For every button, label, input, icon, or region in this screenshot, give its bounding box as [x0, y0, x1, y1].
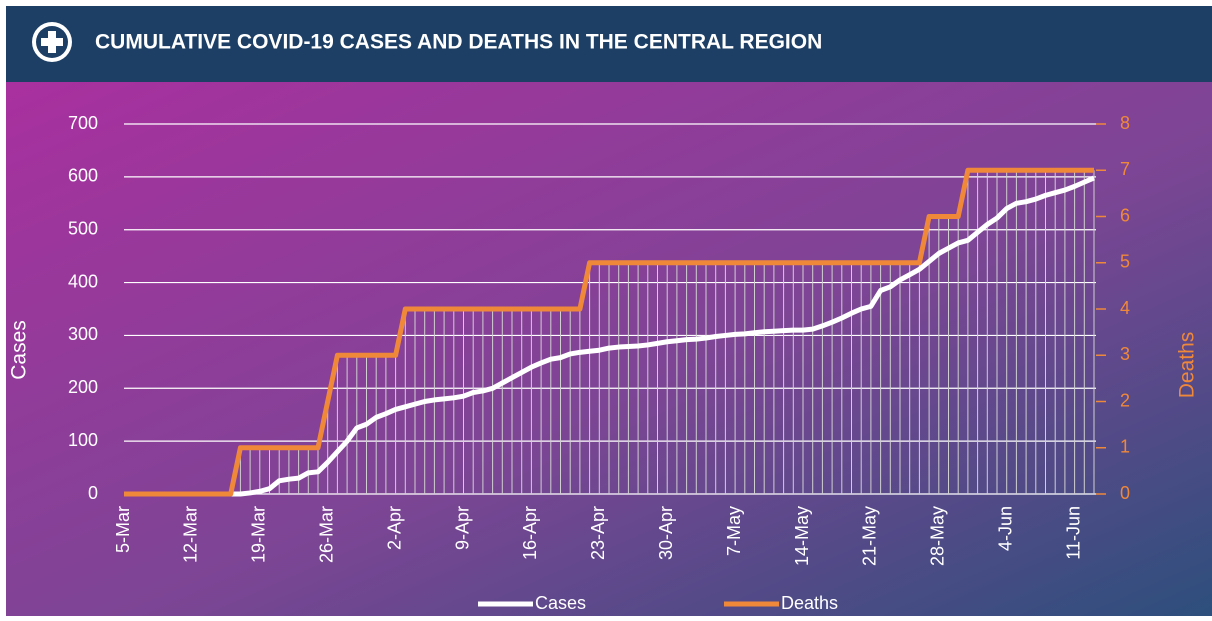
y2-tick-label: 3 — [1120, 344, 1130, 364]
series-line — [124, 175, 1095, 497]
y2-tick-label: 0 — [1120, 483, 1130, 503]
x-tick-label: 14-May — [792, 506, 812, 566]
x-tick-label: 16-Apr — [520, 506, 540, 560]
y-tick-label: 600 — [68, 166, 98, 186]
x-tick-label: 28-May — [928, 506, 948, 566]
x-tick-label: 11-Jun — [1063, 506, 1083, 560]
y2-axis-title: Deaths — [1176, 332, 1199, 399]
x-tick-label: 7-May — [724, 506, 744, 556]
chart-title: CUMULATIVE COVID-19 CASES AND DEATHS IN … — [95, 31, 822, 54]
header — [6, 6, 1212, 82]
y-tick-label: 500 — [68, 218, 98, 238]
x-tick-label: 26-Mar — [316, 506, 336, 563]
y-tick-label: 0 — [88, 483, 98, 503]
y2-tick-label: 4 — [1120, 298, 1130, 318]
x-tick-label: 21-May — [860, 506, 880, 566]
x-tick-label: 23-Apr — [588, 506, 608, 560]
x-tick-label: 4-Jun — [995, 506, 1015, 551]
x-tick-label: 19-Mar — [249, 506, 269, 563]
y2-tick-label: 7 — [1120, 159, 1130, 179]
y-tick-label: 100 — [68, 430, 98, 450]
legend-label: Deaths — [781, 593, 838, 613]
icon — [32, 22, 72, 62]
y-tick-label: 700 — [68, 113, 98, 133]
y-tick-label: 200 — [68, 377, 98, 397]
y2-tick-label: 1 — [1120, 437, 1130, 457]
y2-tick-label: 2 — [1120, 390, 1130, 410]
y2-tick-label: 5 — [1120, 252, 1130, 272]
y-tick-label: 300 — [68, 324, 98, 344]
x-tick-label: 2-Apr — [384, 506, 404, 550]
legend-label: Cases — [535, 593, 586, 613]
x-tick-label: 30-Apr — [656, 506, 676, 560]
y2-tick-label: 8 — [1120, 113, 1130, 133]
y-axis-title: Cases — [8, 320, 31, 380]
series-line — [124, 167, 1094, 497]
x-tick-label: 9-Apr — [452, 506, 472, 550]
y-tick-label: 400 — [68, 271, 98, 291]
x-tick-label: 5-Mar — [113, 506, 133, 553]
x-tick-label: 12-Mar — [181, 506, 201, 563]
y2-tick-label: 6 — [1120, 205, 1130, 225]
